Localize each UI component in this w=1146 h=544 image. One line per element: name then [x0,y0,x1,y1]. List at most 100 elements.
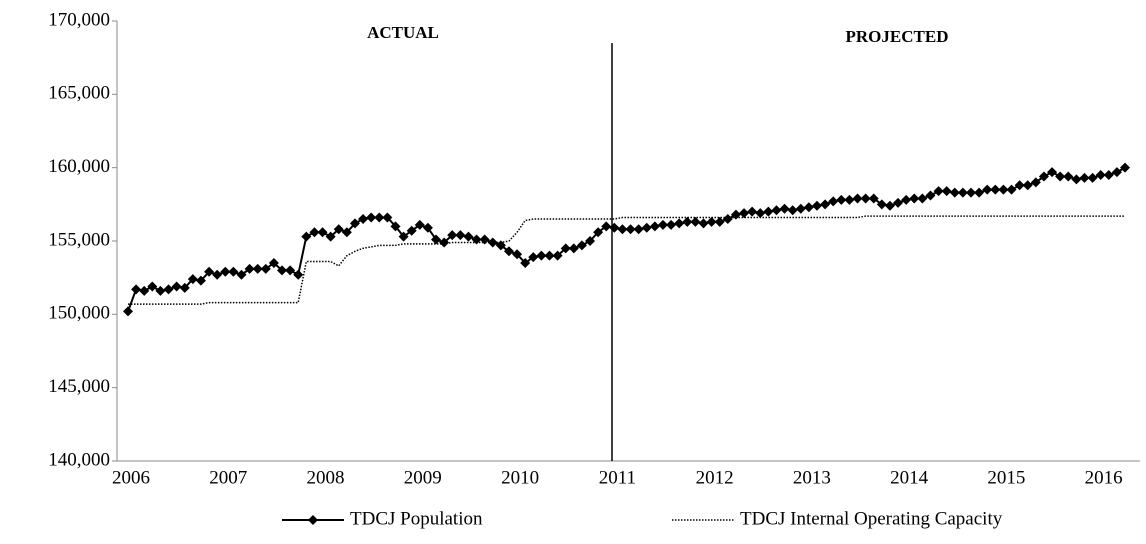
marker [463,231,474,242]
marker [1120,162,1130,173]
marker [155,285,166,296]
marker [576,240,587,251]
marker [212,269,223,280]
marker [503,246,514,257]
marker [398,231,409,242]
marker [268,258,279,268]
marker [876,199,887,210]
x-tick-label: 2015 [987,467,1025,488]
marker [512,249,523,260]
marker [957,187,968,198]
marker [965,187,976,198]
marker [1111,167,1122,178]
marker [755,208,766,219]
legend-label: TDCJ Internal Operating Capacity [740,508,1003,529]
marker [917,193,928,204]
marker [1038,171,1049,182]
marker [455,230,466,241]
x-tick-label: 2014 [890,467,929,488]
marker [204,266,215,277]
marker [852,193,863,204]
marker [1014,180,1025,191]
marker [325,231,336,242]
y-tick-label: 155,000 [48,229,110,250]
marker [803,202,814,213]
marker [1006,184,1017,195]
marker [422,222,433,233]
marker [301,231,312,242]
marker [690,216,701,227]
y-tick-label: 140,000 [48,449,110,470]
marker [171,281,182,292]
y-tick-label: 145,000 [48,376,110,397]
marker [1055,171,1066,182]
series-line [127,166,1126,312]
marker [593,227,604,238]
marker [674,218,685,229]
legend-marker [308,515,318,525]
x-tick-label: 2013 [793,467,831,488]
marker [722,214,733,224]
marker [374,212,385,223]
marker [820,199,831,210]
marker [293,269,304,280]
marker [163,284,174,295]
marker [771,205,782,216]
marker [836,194,847,205]
marker [260,263,271,274]
marker [431,234,442,245]
marker [447,230,458,241]
marker [195,275,206,286]
marker [236,269,247,280]
marker [560,243,571,254]
marker [933,186,944,197]
x-tick-label: 2009 [404,467,442,488]
marker [666,219,677,230]
marker [390,221,401,232]
marker [633,224,644,235]
marker [487,237,498,248]
y-tick-label: 150,000 [48,303,110,324]
marker [787,205,798,216]
marker [187,274,198,285]
marker [544,250,555,261]
marker [228,266,239,277]
marker [552,250,563,261]
marker [949,187,960,198]
marker [406,225,417,236]
marker [1087,172,1098,183]
marker [439,237,450,248]
marker [941,186,952,197]
marker [382,212,393,223]
marker [244,263,255,274]
marker [714,216,725,227]
marker [366,212,377,223]
marker [1047,167,1058,178]
marker [844,194,855,205]
marker [649,221,660,232]
marker [1022,180,1033,191]
marker [285,265,296,276]
marker [609,222,620,233]
marker [333,224,344,235]
marker [131,284,142,295]
marker [763,206,774,217]
marker [414,219,425,230]
x-tick-label: 2012 [696,467,734,488]
marker [893,197,904,208]
x-tick-label: 2007 [209,467,247,488]
marker [868,193,879,204]
marker [139,285,150,296]
marker [747,206,758,217]
marker [990,184,1001,195]
marker [860,193,871,204]
marker [601,221,612,232]
marker [277,265,288,276]
marker [1103,170,1114,180]
marker [349,218,360,229]
marker [682,216,693,227]
marker [625,224,636,235]
series-line [128,215,1125,305]
y-tick-label: 165,000 [48,83,110,104]
